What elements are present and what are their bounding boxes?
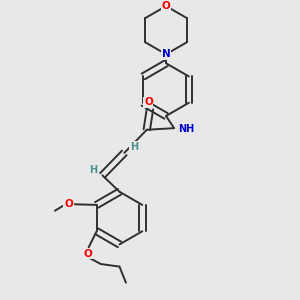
Text: H: H [130, 142, 138, 152]
Text: O: O [64, 199, 73, 208]
Text: O: O [84, 249, 92, 259]
Text: H: H [89, 165, 98, 175]
Text: O: O [162, 1, 170, 11]
Text: NH: NH [178, 124, 194, 134]
Text: N: N [162, 49, 170, 59]
Text: O: O [144, 98, 153, 107]
